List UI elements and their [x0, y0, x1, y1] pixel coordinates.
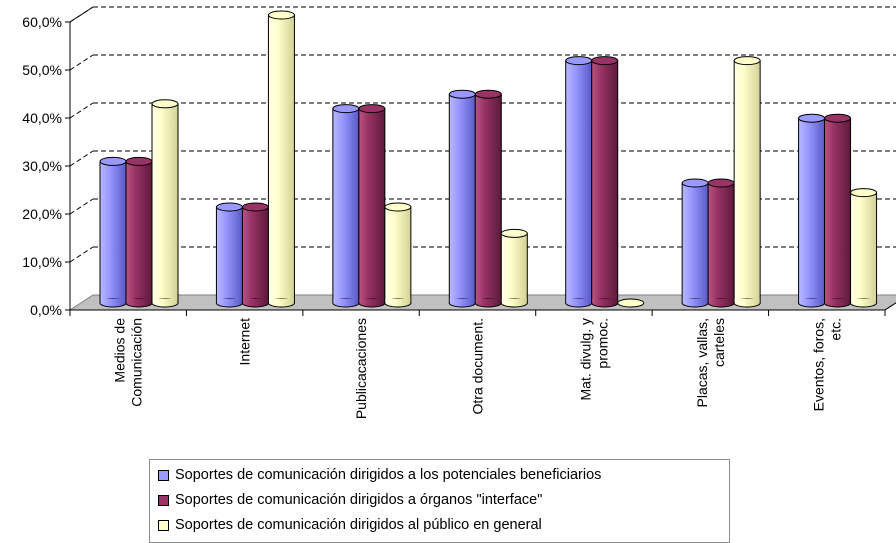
x-axis-depth [884, 302, 896, 311]
bar-2-1 [125, 160, 153, 304]
y-axis-top [69, 6, 94, 23]
bar-1-3 [332, 108, 360, 304]
bar-3-7 [850, 192, 878, 304]
legend-item-beneficiarios: Soportes de comunicación dirigidos a los… [158, 464, 601, 486]
x-category-label: etc. [827, 318, 843, 341]
y-tick-label: 50,0% [22, 62, 62, 78]
legend-swatch-beneficiarios [158, 469, 169, 481]
bar-1-1 [99, 160, 127, 304]
bar-3-2-top [267, 10, 295, 20]
bar-3-7-top [850, 188, 878, 198]
bar-2-2-top [241, 202, 269, 212]
bar-2-2-base-fill [242, 299, 268, 303]
bar-1-7 [798, 117, 826, 304]
bar-3-6-base-fill [734, 299, 760, 303]
bar-2-4-top [474, 89, 502, 99]
bar-1-3-top [332, 104, 360, 114]
bar-2-7-base-fill [825, 299, 851, 303]
legend-label-publico: Soportes de comunicación dirigidos al pú… [175, 517, 542, 533]
bar-1-4-top [448, 89, 476, 99]
bar-3-6 [733, 60, 761, 304]
x-category-label: Placas, vallas, [694, 318, 710, 407]
gridline-side [69, 150, 94, 167]
bar-1-7-top [798, 113, 826, 123]
bar-1-7-base-fill [799, 299, 825, 303]
bar-1-1-base-fill [100, 299, 126, 303]
bar-2-6-base-fill [708, 299, 734, 303]
bar-1-4-base-fill [449, 299, 475, 303]
bar-2-3-top [358, 104, 386, 114]
bar-1-2 [215, 206, 243, 304]
bar-1-5-base-fill [566, 299, 592, 303]
bar-2-7 [824, 117, 852, 304]
y-tick-label: 60,0% [22, 14, 62, 30]
bar-3-4 [500, 232, 528, 304]
bar-1-6-top [681, 178, 709, 188]
bar-3-5-top [617, 298, 645, 308]
bar-2-1-base-fill [126, 299, 152, 303]
bar-1-2-top [215, 202, 243, 212]
bar-3-1-base-fill [152, 299, 178, 303]
legend-item-interface: Soportes de comunicación dirigidos a órg… [158, 489, 542, 511]
bar-1-4 [448, 93, 476, 304]
x-category-label: promoc. [594, 318, 610, 369]
bar-3-3-top [384, 202, 412, 212]
x-category-label: Otra document. [470, 318, 486, 415]
bar-3-2-base-fill [268, 299, 294, 303]
y-tick-label: 30,0% [22, 158, 62, 174]
gridline-side [69, 102, 94, 119]
legend-swatch-interface [158, 494, 169, 506]
bar-3-2 [267, 14, 295, 304]
bar-3-3-base-fill [385, 299, 411, 303]
gridline-side [69, 198, 94, 215]
bar-1-5 [565, 60, 593, 304]
y-tick-label: 20,0% [22, 206, 62, 222]
bar-1-5-top [565, 56, 593, 66]
bar-3-4-base-fill [501, 299, 527, 303]
legend: Soportes de comunicación dirigidos a los… [149, 459, 730, 543]
bar-2-5-base-fill [592, 299, 618, 303]
bar-2-4-base-fill [475, 299, 501, 303]
x-category-label: Publicacaciones [353, 318, 369, 419]
bar-1-2-base-fill [216, 299, 242, 303]
bar-2-4 [474, 93, 502, 304]
bar-3-7-base-fill [851, 299, 877, 303]
bar-2-6-top [707, 178, 735, 188]
gridline-side [69, 246, 94, 263]
bar-chart: 0,0% 10,0% 20,0% 30,0% 40,0% 50,0% 60,0% Medios… [22, 6, 896, 419]
bar-2-1-top [125, 156, 153, 166]
bar-2-2 [241, 206, 269, 304]
x-category-label: Medios de [112, 318, 128, 383]
bar-2-3-base-fill [359, 299, 385, 303]
bar-1-6-base-fill [682, 299, 708, 303]
y-tick-label: 0,0% [30, 302, 62, 318]
legend-label-interface: Soportes de comunicación dirigidos a órg… [175, 492, 543, 508]
y-tick-label: 40,0% [22, 110, 62, 126]
y-tick-label: 10,0% [22, 254, 62, 270]
legend-swatch-publico [158, 519, 169, 531]
x-category-label: Internet [237, 318, 253, 366]
legend-label-beneficiarios: Soportes de comunicación dirigidos a los… [175, 467, 602, 483]
bar-2-3 [358, 108, 386, 304]
bar-1-6 [681, 182, 709, 304]
x-category-label: Eventos, foros, [810, 318, 826, 411]
bar-3-3 [384, 206, 412, 304]
bar-3-1 [151, 103, 179, 304]
bar-3-1-top [151, 99, 179, 109]
bar-1-1-top [99, 156, 127, 166]
gridline-side [69, 54, 94, 71]
bar-2-5 [591, 60, 619, 304]
legend-item-publico: Soportes de comunicación dirigidos al pú… [158, 514, 542, 536]
bar-3-4-top [500, 228, 528, 238]
bar-2-5-top [591, 56, 619, 66]
bar-3-6-top [733, 56, 761, 66]
x-category-label: Comunicación [129, 318, 145, 407]
bar-1-3-base-fill [333, 299, 359, 303]
bar-2-6 [707, 182, 735, 304]
bar-2-7-top [824, 113, 852, 123]
x-category-label: carteles [711, 318, 727, 367]
x-category-label: Mat. divulg. y [577, 318, 593, 400]
